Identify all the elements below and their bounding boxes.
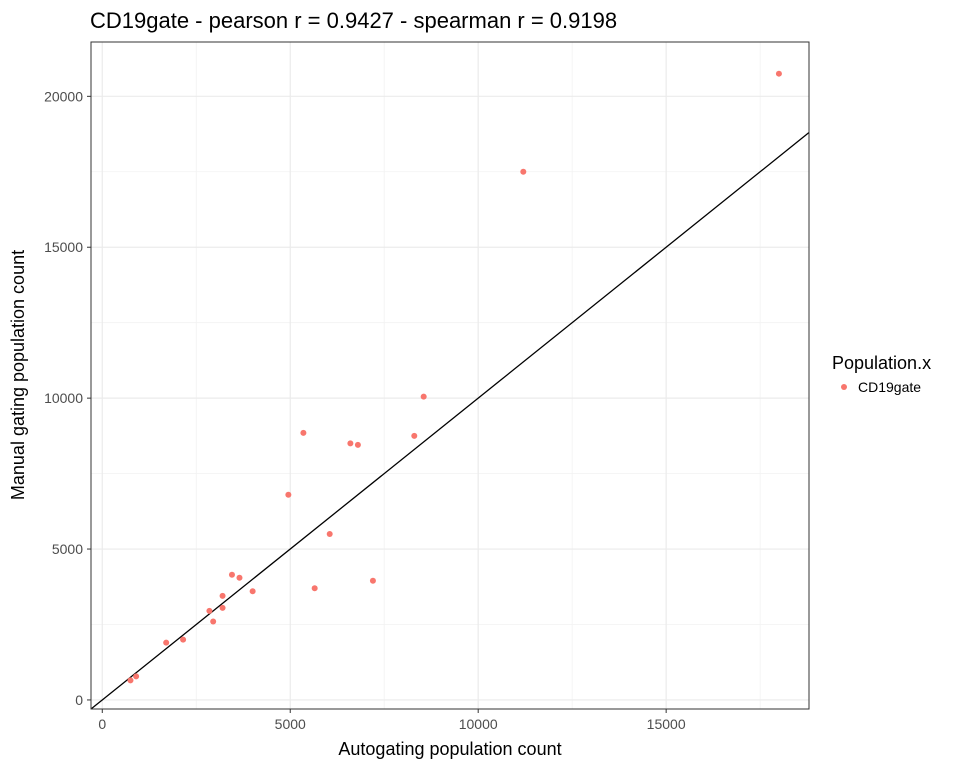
data-points	[127, 70, 782, 684]
data-point	[210, 618, 217, 625]
x-tick-label: 5000	[275, 716, 306, 732]
data-point	[249, 588, 256, 595]
data-point	[127, 677, 134, 684]
data-point	[411, 432, 418, 439]
major-gridlines	[91, 42, 809, 709]
data-point	[354, 441, 361, 448]
y-tick-label: 5000	[52, 541, 83, 557]
legend-label-cd19gate: CD19gate	[858, 379, 921, 395]
data-point	[347, 440, 354, 447]
panel-border	[90, 41, 810, 710]
data-point	[311, 585, 318, 592]
x-tick-label: 0	[98, 716, 106, 732]
y-axis-ticks: 0 5000 10000 15000 20000	[44, 88, 91, 708]
data-point	[420, 393, 427, 400]
chart-title: CD19gate - pearson r = 0.9427 - spearman…	[90, 8, 617, 33]
data-point	[236, 574, 243, 581]
data-point	[163, 639, 170, 646]
data-point	[228, 571, 235, 578]
minor-gridlines	[91, 42, 809, 709]
y-axis-title: Manual gating population count	[8, 250, 28, 500]
data-point	[326, 530, 333, 537]
y-tick-label: 15000	[44, 239, 83, 255]
data-point	[300, 429, 307, 436]
y-tick-label: 0	[75, 692, 83, 708]
data-point	[520, 168, 527, 175]
legend-title: Population.x	[832, 353, 931, 373]
data-point	[206, 607, 213, 614]
x-axis-ticks: 0 5000 10000 15000	[98, 709, 686, 732]
data-point	[133, 673, 140, 680]
y-tick-label: 10000	[44, 390, 83, 406]
data-point	[219, 592, 226, 599]
legend: Population.x CD19gate	[832, 353, 931, 395]
data-point	[285, 491, 292, 498]
data-point	[180, 636, 187, 643]
identity-reference-line	[90, 132, 810, 710]
x-tick-label: 10000	[459, 716, 498, 732]
x-tick-label: 15000	[647, 716, 686, 732]
y-tick-label: 20000	[44, 88, 83, 104]
data-point	[219, 604, 226, 611]
legend-key-cd19gate	[841, 384, 847, 390]
x-axis-title: Autogating population count	[338, 739, 561, 759]
reference-line-group	[90, 132, 810, 710]
data-point	[369, 577, 376, 584]
data-point	[775, 70, 782, 77]
